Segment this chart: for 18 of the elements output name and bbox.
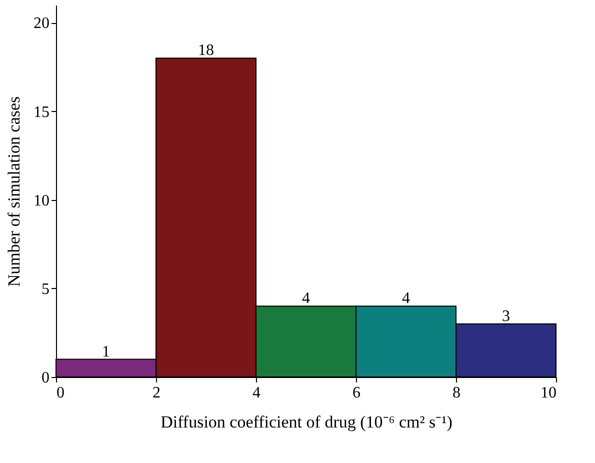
x-tick-label: 2 bbox=[152, 384, 160, 402]
x-tick-label: 8 bbox=[452, 384, 460, 402]
y-tick-label: 0 bbox=[42, 370, 50, 386]
y-tick-label: 20 bbox=[34, 15, 50, 32]
y-tick-label: 15 bbox=[34, 104, 50, 121]
y-tick-label: 10 bbox=[34, 192, 50, 210]
data-label: 1 bbox=[102, 343, 110, 360]
x-axis-title: Diffusion coefficient of drug (10⁻⁶ cm² s⁻¹) bbox=[160, 412, 452, 432]
data-label: 4 bbox=[402, 290, 410, 308]
data-label: 4 bbox=[302, 290, 310, 308]
data-label: 3 bbox=[502, 308, 510, 325]
y-tick-label: 5 bbox=[42, 280, 50, 298]
x-tick-label: 4 bbox=[252, 384, 260, 402]
y-axis-title: Number of simulation cases bbox=[4, 96, 24, 287]
x-tick-label: 10 bbox=[540, 384, 556, 402]
data-label: 18 bbox=[198, 42, 214, 60]
x-tick-label: 0 bbox=[56, 384, 64, 402]
x-tick-label: 6 bbox=[352, 384, 360, 402]
